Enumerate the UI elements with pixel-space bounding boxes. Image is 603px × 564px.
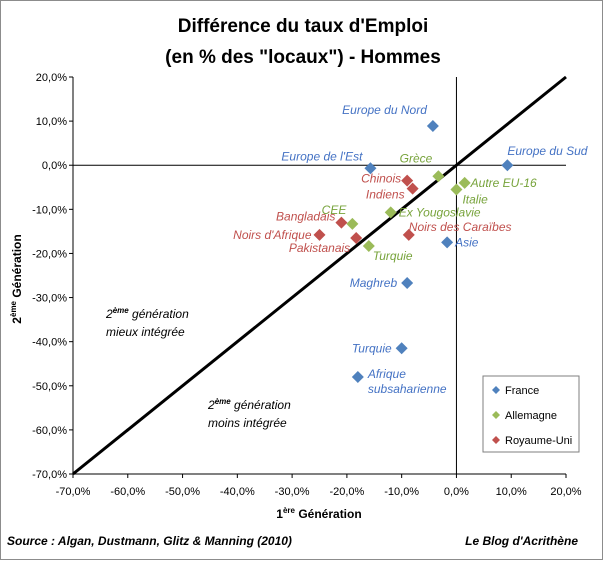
x-axis-title: 1ère Génération — [276, 506, 361, 521]
x-tick-label: -20,0% — [329, 486, 364, 498]
y-tick-label: 10,0% — [36, 116, 67, 128]
x-tick-label: 10,0% — [496, 486, 527, 498]
annotation-better-integrated-line-1: 2ème génération — [105, 306, 189, 321]
y-tick-label: -60,0% — [32, 425, 67, 437]
y-tick-label: -70,0% — [32, 469, 67, 481]
y-tick-label: 20,0% — [36, 72, 67, 84]
data-point-royaume-uni — [335, 216, 348, 229]
y-tick-label: 0,0% — [42, 160, 67, 172]
data-label-france: Europe de l'Est — [281, 149, 363, 163]
data-point-allemagne — [384, 206, 397, 219]
data-label-france: Asie — [454, 235, 479, 249]
x-tick-label: 20,0% — [550, 486, 581, 498]
legend-label-royaume-uni: Royaume-Uni — [505, 435, 572, 447]
data-point-france — [364, 162, 377, 175]
x-tick-label: -30,0% — [275, 486, 310, 498]
y-tick-label: -40,0% — [32, 337, 67, 349]
y-tick-label: -50,0% — [32, 381, 67, 393]
blog-credit: Le Blog d'Acrithène — [465, 534, 578, 548]
data-label-royaume-uni: Indiens — [366, 188, 405, 202]
y-axis-title: 2ème Génération — [9, 234, 24, 323]
data-point-royaume-uni — [313, 228, 326, 241]
diagonal-line — [72, 75, 567, 476]
data-label-allemagne: Grèce — [400, 151, 433, 165]
x-tick-label: 0,0% — [444, 486, 469, 498]
data-point-allemagne — [450, 183, 463, 196]
data-point-france — [501, 159, 514, 172]
data-label-france: Europe du Sud — [507, 144, 587, 158]
data-label-allemagne: CEE — [322, 203, 348, 217]
data-label-france: Afrique subsaharienne — [367, 367, 447, 396]
data-point-royaume-uni — [406, 182, 419, 195]
annotation-less-integrated-line-1: 2ème génération — [207, 397, 291, 412]
legend: France Allemagne Royaume-Uni — [482, 375, 580, 453]
source-note: Source : Algan, Dustmann, Glitz & Mannin… — [7, 534, 292, 548]
chart-title-line-2: (en % des "locaux") - Hommes — [165, 47, 441, 68]
data-label-allemagne: Turquie — [373, 249, 413, 263]
y-tick-label: -10,0% — [32, 204, 67, 216]
data-label-allemagne: Italie — [462, 192, 488, 206]
data-point-royaume-uni — [350, 232, 363, 245]
plot-area: 20,0% 10,0% 0,0% -10,0% -20,0% -30,0% -40,0% -5… — [32, 72, 588, 498]
data-label-royaume-uni: Noirs d'Afrique — [233, 228, 312, 242]
data-point-france — [351, 370, 364, 383]
data-point-france — [395, 342, 408, 355]
data-label-allemagne: Ex Yougoslavie — [399, 205, 481, 219]
y-tick-label: -30,0% — [32, 293, 67, 305]
annotation-less-integrated-line-2: moins intégrée — [208, 416, 287, 430]
data-label-royaume-uni: Bangladais — [276, 210, 335, 224]
data-label-royaume-uni: Chinois — [361, 172, 401, 186]
data-point-allemagne — [346, 217, 359, 230]
data-point-allemagne — [458, 176, 471, 189]
data-point-france — [426, 119, 439, 132]
annotation-better-integrated-line-2: mieux intégrée — [106, 325, 185, 339]
legend-label-allemagne: Allemagne — [505, 410, 557, 422]
x-tick-label: -10,0% — [384, 486, 419, 498]
legend-label-france: France — [505, 385, 539, 397]
x-tick-label: -60,0% — [110, 486, 145, 498]
data-label-france: Europe du Nord — [342, 103, 427, 117]
data-point-allemagne — [432, 170, 445, 183]
data-point-france — [441, 236, 454, 249]
legend-marker-france — [492, 386, 500, 394]
data-label-royaume-uni: Pakistanais — [289, 241, 350, 255]
x-tick-label: -50,0% — [165, 486, 200, 498]
legend-marker-allemagne — [492, 411, 500, 419]
data-label-allemagne: Autre EU-16 — [470, 176, 537, 190]
chart-title-line-1: Différence du taux d'Emploi — [178, 16, 429, 37]
legend-marker-royaume-uni — [492, 436, 500, 444]
data-point-royaume-uni — [401, 174, 414, 187]
y-tick-label: -20,0% — [32, 248, 67, 260]
data-point-royaume-uni — [402, 228, 415, 241]
data-point-allemagne — [362, 239, 375, 252]
data-label-france: Turquie — [352, 341, 392, 355]
x-tick-label: -70,0% — [56, 486, 91, 498]
data-point-france — [401, 276, 414, 289]
data-label-royaume-uni: Noirs des Caraïbes — [409, 220, 512, 234]
x-tick-label: -40,0% — [220, 486, 255, 498]
data-label-france: Maghreb — [350, 276, 398, 290]
